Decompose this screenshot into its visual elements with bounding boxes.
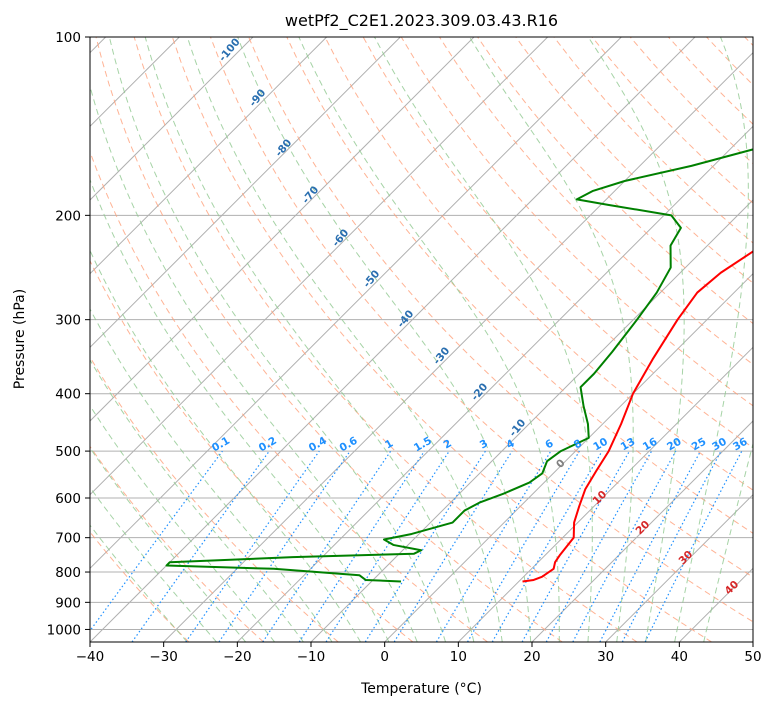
isotherm-line [90, 37, 328, 275]
dry-adiabat [324, 37, 753, 491]
y-tick-label: 900 [55, 595, 81, 611]
moist-adiabat [90, 84, 418, 642]
y-tick-label: 400 [55, 387, 81, 403]
y-tick-label: 800 [55, 565, 81, 581]
x-tick-label: −10 [297, 649, 326, 665]
moist-adiabat [90, 486, 217, 642]
dry-adiabat [90, 259, 414, 642]
moist-adiabat [186, 37, 503, 642]
mixing-ratio-line [325, 450, 450, 642]
x-tick-label: −30 [149, 649, 178, 665]
y-tick-label: 600 [55, 491, 81, 507]
isotherm-line [605, 493, 753, 642]
moist-adiabat [90, 359, 304, 642]
moist-adiabat [703, 441, 753, 642]
x-tick-label: 30 [597, 649, 614, 665]
axes: −40 −30 −20 −10 0 10 20 30 40 50 100 200 300 400 500 60… [47, 30, 762, 665]
isotherm-line [90, 37, 401, 349]
mixing-ratio-line [521, 450, 631, 642]
moist-adiabat [587, 37, 685, 642]
mixing-ratio-line [644, 450, 743, 642]
plot-frame [89, 36, 754, 643]
x-tick-label: 10 [450, 649, 467, 665]
y-tick-label: 200 [55, 208, 81, 224]
moist-adiabat [90, 524, 188, 642]
moist-adiabat [144, 37, 475, 642]
temperature-profile-line [522, 250, 753, 583]
moist-adiabat [108, 37, 447, 642]
y-tick-label: 300 [55, 313, 81, 329]
isotherm-line [90, 37, 622, 570]
isotherm-line [90, 37, 549, 496]
y-axis-label: Pressure (hPa) [12, 289, 28, 389]
mixing-ratio-line [218, 450, 351, 642]
mixing-ratio-line [90, 450, 223, 632]
y-tick-label: 1000 [47, 622, 81, 638]
dry-adiabat [248, 37, 753, 578]
moist-adiabat [90, 308, 333, 642]
mixing-ratio-line [298, 450, 425, 642]
isotherm-line [90, 37, 254, 201]
moist-adiabat [237, 37, 532, 642]
y-tick-label: 700 [55, 531, 81, 547]
x-tick-label: 40 [671, 649, 688, 665]
x-tick-label: 50 [744, 649, 761, 665]
mixing-ratio-line [572, 450, 677, 642]
dry-adiabat [210, 37, 753, 623]
isotherm-line [531, 420, 753, 642]
y-tick-label: 100 [55, 30, 81, 46]
moist-adiabat [90, 447, 247, 642]
x-tick-label: 0 [380, 649, 389, 665]
dry-adiabat [90, 356, 339, 642]
dry-adiabat [171, 37, 712, 642]
mixing-ratio-line [393, 450, 513, 642]
moist-adiabat [374, 37, 593, 642]
y-tick-label: 500 [55, 444, 81, 460]
mixing-ratio-line [545, 450, 653, 642]
x-tick-label: −40 [76, 649, 105, 665]
dry-adiabat [90, 445, 264, 642]
moist-adiabat [90, 404, 276, 642]
x-tick-label: −20 [223, 649, 252, 665]
dry-adiabat [515, 37, 753, 284]
mixing-ratio-line [262, 450, 392, 642]
mixing-ratio-line [185, 450, 320, 642]
moist-adiabat [90, 249, 361, 642]
isotherm-line [236, 125, 753, 642]
isotherm-line [457, 346, 753, 642]
moist-adiabat [674, 37, 749, 642]
isotherm-line [163, 51, 753, 642]
dry-adiabat [286, 37, 753, 534]
dry-adiabat [95, 37, 563, 642]
mixing-ratio-line [131, 450, 270, 642]
x-axis-label: Temperature (°C) [360, 681, 482, 697]
moist-adiabat [90, 178, 390, 642]
isotherm-line [384, 272, 753, 642]
moist-adiabat [298, 37, 560, 642]
chart-title: wetPf2_C2E1.2023.309.03.43.R16 [285, 11, 558, 31]
dewpoint-profile-line [165, 148, 753, 583]
dry-adiabat [133, 37, 638, 642]
x-tick-label: 20 [523, 649, 540, 665]
